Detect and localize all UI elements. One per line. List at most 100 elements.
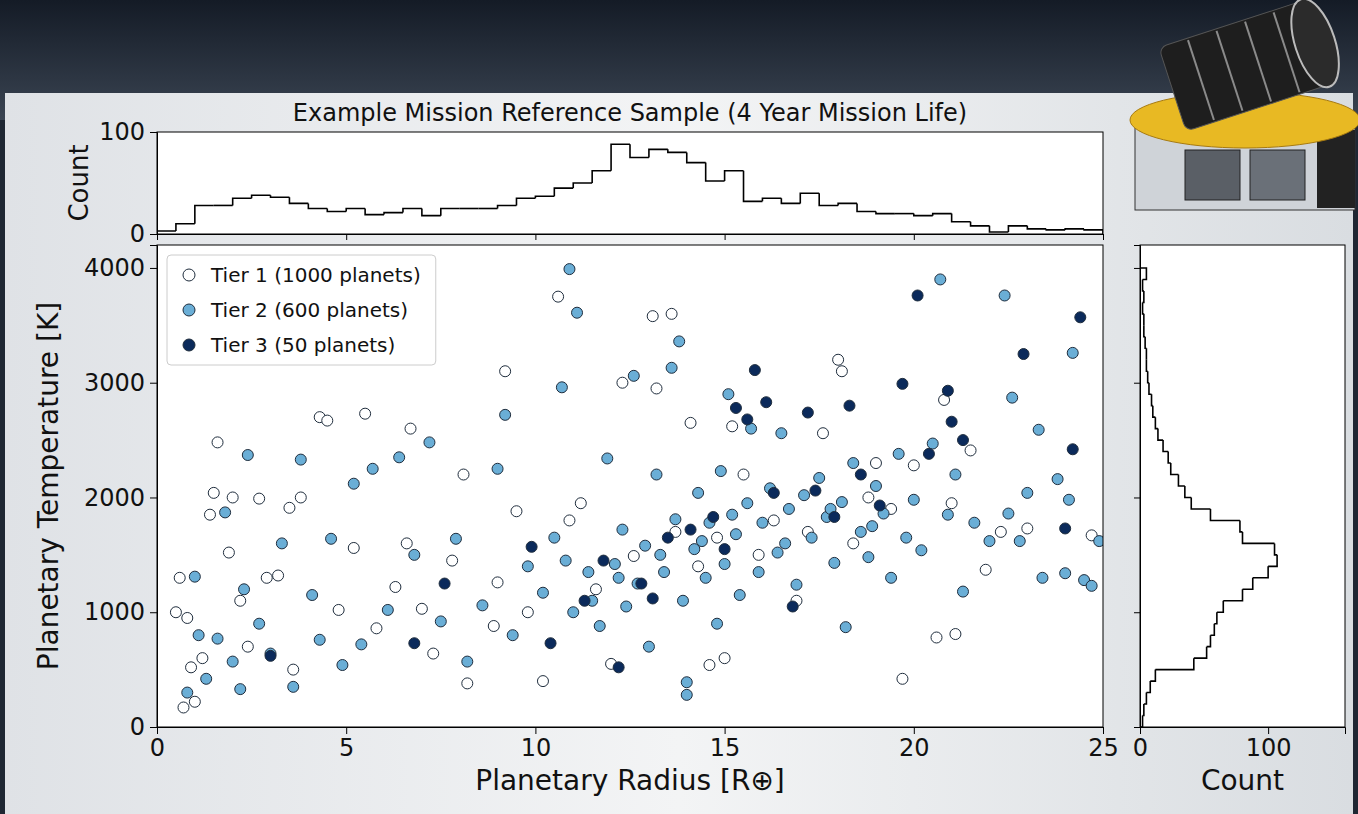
point — [908, 494, 919, 505]
point — [409, 638, 420, 649]
point — [1067, 444, 1078, 455]
histogram-bar — [1210, 624, 1214, 635]
histogram-bar — [195, 205, 214, 223]
tick-label: 1000 — [84, 598, 145, 626]
point — [886, 572, 897, 583]
tick-mark — [150, 383, 157, 384]
point — [817, 428, 828, 439]
point — [776, 428, 787, 439]
point — [957, 435, 968, 446]
tick-mark — [725, 234, 726, 240]
point — [685, 417, 696, 428]
point — [836, 497, 847, 508]
point — [549, 532, 560, 543]
axis: 0100 — [1133, 727, 1346, 762]
point — [1067, 347, 1078, 358]
point — [307, 590, 318, 601]
point — [1060, 523, 1071, 534]
point — [511, 506, 522, 517]
point — [802, 407, 813, 418]
axis-line — [158, 728, 1104, 735]
tick-label: 100 — [99, 118, 145, 146]
legend: Tier 1 (1000 planets)Tier 2 (600 planets… — [167, 255, 436, 365]
histogram-bar — [1163, 440, 1168, 451]
point — [628, 551, 639, 562]
tick: 2000 — [84, 484, 157, 512]
point — [212, 437, 223, 448]
histogram-bar — [1214, 612, 1217, 623]
point — [719, 559, 730, 570]
point — [295, 454, 306, 465]
point — [220, 507, 231, 518]
point — [594, 621, 605, 632]
histogram-bar — [687, 152, 706, 162]
histogram-bar — [327, 209, 346, 212]
histogram-bar — [857, 203, 876, 211]
point — [242, 641, 253, 652]
point — [1033, 424, 1044, 435]
histogram-bar — [308, 203, 327, 208]
histogram-bar — [1243, 578, 1253, 589]
point — [579, 595, 590, 606]
point — [239, 584, 250, 595]
point — [572, 307, 583, 318]
point — [522, 561, 533, 572]
point — [916, 545, 927, 556]
point — [382, 604, 393, 615]
tick-mark — [150, 612, 157, 613]
point — [761, 397, 772, 408]
point — [946, 498, 957, 509]
point — [749, 365, 760, 376]
point — [965, 445, 976, 456]
point — [855, 526, 866, 537]
point — [693, 487, 704, 498]
point — [1003, 508, 1014, 519]
histogram-bar — [498, 205, 517, 208]
histogram-bar — [1143, 291, 1144, 302]
point — [742, 414, 753, 425]
histogram-bar — [1143, 302, 1144, 313]
point — [1037, 572, 1048, 583]
point — [568, 607, 579, 618]
tick: 20 — [899, 727, 930, 762]
axis: 0100 — [99, 118, 157, 248]
point — [261, 572, 272, 583]
tick-mark — [150, 727, 157, 728]
histogram-bar — [535, 196, 554, 198]
histogram-bar — [271, 195, 290, 197]
tick — [914, 234, 915, 240]
point — [829, 511, 840, 522]
spacecraft-illustration — [1130, 0, 1358, 210]
point — [401, 538, 412, 549]
point — [681, 677, 692, 688]
point — [696, 536, 707, 547]
plot-frame — [1140, 245, 1345, 727]
tick: 5 — [339, 727, 354, 762]
histogram-bar — [668, 149, 687, 152]
point — [870, 458, 881, 469]
point — [617, 524, 628, 535]
point — [288, 681, 299, 692]
point — [693, 561, 704, 572]
point — [844, 400, 855, 411]
chart-svg: 051015202501000200030004000Example Missi… — [0, 0, 1358, 814]
tick-mark — [346, 727, 347, 734]
histogram-bar — [1144, 325, 1145, 336]
telescope-ring — [1188, 40, 1214, 120]
tick: 25 — [1088, 727, 1119, 762]
point — [734, 590, 745, 601]
point — [787, 601, 798, 612]
point — [223, 547, 234, 558]
tick-label: 0 — [130, 713, 145, 741]
point — [458, 469, 469, 480]
point — [288, 664, 299, 675]
histogram-bar — [800, 193, 819, 203]
point — [897, 673, 908, 684]
point — [935, 274, 946, 285]
point — [416, 603, 427, 614]
point — [655, 549, 666, 560]
telescope-aperture — [1282, 0, 1348, 93]
tick — [1134, 497, 1140, 498]
histogram-bar — [1149, 383, 1152, 394]
histogram-bar — [403, 209, 422, 213]
